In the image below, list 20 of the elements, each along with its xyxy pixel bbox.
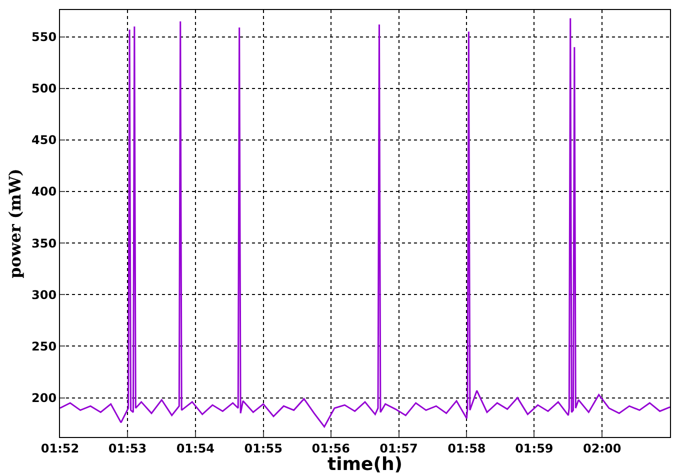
x-axis-title: time(h) xyxy=(327,454,403,475)
x-tick-label: 01:55 xyxy=(244,441,282,456)
x-tick-label: 01:58 xyxy=(448,441,486,456)
x-tick-label: 01:56 xyxy=(312,441,350,456)
y-tick-label: 350 xyxy=(32,236,57,250)
x-tick-label: 02:00 xyxy=(582,441,622,456)
line-series xyxy=(60,18,670,428)
x-tick-label: 01:54 xyxy=(176,441,215,456)
x-tick-label: 01:57 xyxy=(380,441,418,456)
y-tick-label: 200 xyxy=(32,391,57,406)
y-tick-label: 300 xyxy=(32,288,57,302)
y-tick-label: 500 xyxy=(32,82,57,96)
x-tick-label: 01:53 xyxy=(108,441,147,456)
y-tick-label: 450 xyxy=(32,133,57,148)
y-tick-label: 250 xyxy=(32,339,57,354)
x-tick-label: 01:52 xyxy=(40,441,80,456)
y-axis-title: power (mW) xyxy=(5,168,24,278)
x-tick-label: 01:59 xyxy=(515,441,554,456)
y-tick-label: 400 xyxy=(32,184,57,199)
y-tick-label: 550 xyxy=(32,30,57,44)
